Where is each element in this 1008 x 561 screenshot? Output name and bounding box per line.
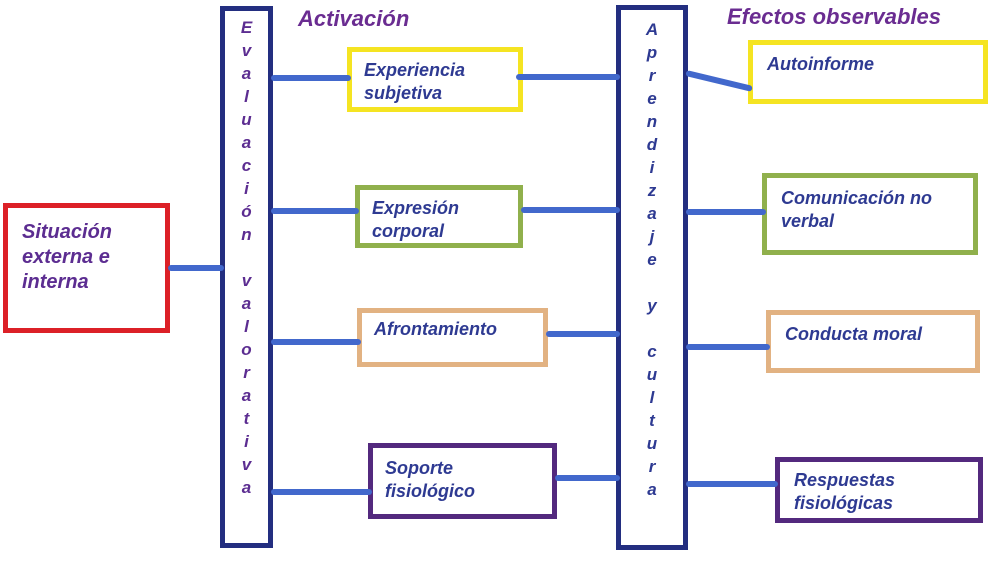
node-evaluacion-valorativa: E v a l u a c i ó n v a l o r a t i v a (220, 6, 273, 548)
node-afrontamiento: Afrontamiento (357, 308, 548, 367)
node-label-vertical: E v a l u a c i ó n v a l o r a t i v a (240, 18, 253, 497)
node-soporte-fisiologico: Soporte fisiológico (368, 443, 557, 519)
node-label: Soporte fisiológico (385, 458, 475, 501)
node-label: Comunicación no verbal (781, 188, 933, 231)
node-experiencia-subjetiva: Experiencia subjetiva (347, 47, 523, 112)
node-label: Respuestas fisiológicas (794, 470, 896, 513)
node-label: Conducta moral (785, 324, 923, 344)
node-label: Experiencia subjetiva (364, 60, 466, 103)
activation-heading: Activación (298, 6, 410, 31)
connector-evaluacion-to-soporte (271, 489, 372, 495)
node-label: Situación externa e interna (22, 221, 113, 293)
node-expresion-corporal: Expresión corporal (355, 185, 523, 248)
node-label: Expresión corporal (372, 198, 460, 241)
connector-evaluacion-to-afrontamiento (271, 339, 361, 345)
connector-aprendizaje-to-respuestas (686, 481, 778, 487)
connector-afrontamiento-to-aprendizaje (546, 331, 620, 337)
node-label: Autoinforme (767, 54, 874, 74)
node-autoinforme: Autoinforme (748, 40, 988, 104)
connector-experiencia-to-aprendizaje (516, 74, 620, 80)
node-situacion-externa-interna: Situación externa e interna (3, 203, 170, 333)
connector-expresion-to-aprendizaje (521, 207, 620, 213)
connector-soporte-to-aprendizaje (555, 475, 620, 481)
connector-evaluacion-to-experiencia (271, 75, 351, 81)
connector-evaluacion-to-expresion (271, 208, 359, 214)
node-comunicacion-no-verbal: Comunicación no verbal (762, 173, 978, 255)
node-aprendizaje-y-cultura: A p r e n d i z a j e y c u l t u r a (616, 5, 688, 550)
node-respuestas-fisiologicas: Respuestas fisiológicas (775, 457, 983, 523)
node-label-vertical: A p r e n d i z a j e y c u l t u r a (645, 20, 659, 499)
connector-situacion-to-evaluacion (168, 265, 224, 271)
node-label: Afrontamiento (374, 319, 497, 339)
observable-effects-heading: Efectos observables (727, 4, 941, 29)
connector-aprendizaje-to-comunicacion (686, 209, 766, 215)
node-conducta-moral: Conducta moral (766, 310, 980, 373)
connector-aprendizaje-to-conducta (686, 344, 770, 350)
connector-aprendizaje-to-autoinforme (685, 70, 753, 92)
